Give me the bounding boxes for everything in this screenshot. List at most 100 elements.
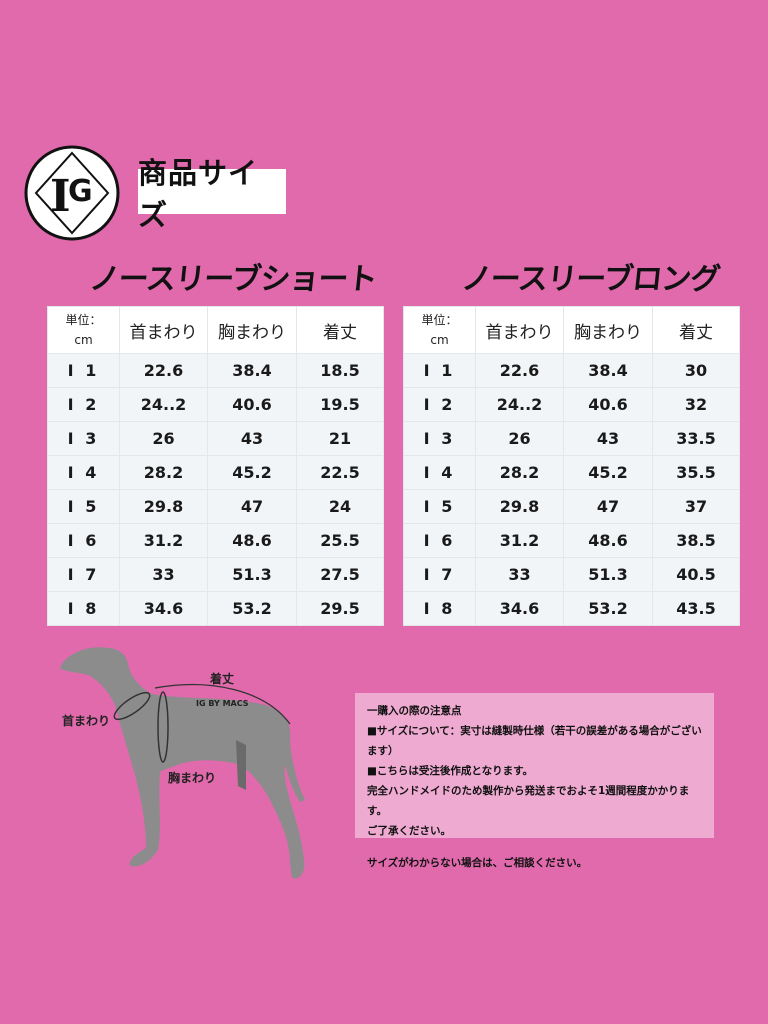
- column-header: 着丈: [652, 306, 740, 354]
- table-row: I 4 28.2 45.2 35.5: [403, 455, 740, 490]
- value-cell: 29.8: [119, 489, 208, 524]
- unit-header: 単位： cm: [403, 306, 476, 354]
- unit-label: 単位：: [421, 313, 458, 327]
- table-row: I 6 31.2 48.6 25.5: [47, 523, 384, 558]
- length-label: 着丈: [210, 672, 235, 686]
- column-header: 首まわり: [119, 306, 208, 354]
- svg-text:I: I: [50, 171, 71, 222]
- value-cell: 24..2: [475, 387, 564, 422]
- value-cell: 32: [652, 387, 740, 422]
- unit-label: 単位：: [65, 313, 102, 327]
- size-cell: I 2: [403, 387, 476, 422]
- value-cell: 31.2: [119, 523, 208, 558]
- value-cell: 22.5: [296, 455, 384, 490]
- svg-text:G: G: [68, 174, 93, 209]
- dog-silhouette: [60, 647, 305, 879]
- value-cell: 43: [563, 421, 653, 456]
- table-row: I 5 29.8 47 24: [47, 489, 384, 524]
- notice-line: 完全ハンドメイドのため製作から発送までおよそ1週間程度かかります。: [367, 785, 690, 817]
- unit-header: 単位： cm: [47, 306, 120, 354]
- value-cell: 47: [563, 489, 653, 524]
- purchase-notice: 一購入の際の注意点 ■サイズについて：実寸は縫製時仕様（若干の誤差がある場合がござ…: [355, 693, 714, 869]
- size-cell: I 7: [47, 557, 120, 592]
- notice-line: サイズがわからない場合は、ご相談ください。: [367, 857, 588, 869]
- size-table-long: 単位： cm 首まわり 胸まわり 着丈 I 1 22.6 38.4 30 I 2 24..2 40.6…: [403, 306, 740, 626]
- column-header: 胸まわり: [563, 306, 653, 354]
- value-cell: 43.5: [652, 591, 740, 626]
- chest-label: 胸まわり: [168, 771, 217, 785]
- value-cell: 28.2: [475, 455, 564, 490]
- value-cell: 33.5: [652, 421, 740, 456]
- notice-line: ■サイズについて：実寸は縫製時仕様（若干の誤差がある場合がございます）: [367, 725, 702, 757]
- value-cell: 33: [119, 557, 208, 592]
- size-table-short: 単位： cm 首まわり 胸まわり 着丈 I 1 22.6 38.4 18.5 I 2 24..2 40…: [47, 306, 384, 626]
- table-row: I 2 24..2 40.6 19.5: [47, 387, 384, 422]
- value-cell: 22.6: [119, 353, 208, 388]
- value-cell: 29.8: [475, 489, 564, 524]
- value-cell: 51.3: [563, 557, 653, 592]
- table-row: I 3 26 43 33.5: [403, 421, 740, 456]
- size-cell: I 6: [47, 523, 120, 558]
- value-cell: 19.5: [296, 387, 384, 422]
- header-row: 単位： cm 首まわり 胸まわり 着丈: [47, 306, 384, 354]
- table-row: I 1 22.6 38.4 18.5: [47, 353, 384, 388]
- table-row: I 3 26 43 21: [47, 421, 384, 456]
- table-row: I 5 29.8 47 37: [403, 489, 740, 524]
- table-row: I 2 24..2 40.6 32: [403, 387, 740, 422]
- value-cell: 35.5: [652, 455, 740, 490]
- size-cell: I 7: [403, 557, 476, 592]
- size-cell: I 3: [403, 421, 476, 456]
- value-cell: 48.6: [207, 523, 297, 558]
- table-row: I 8 34.6 53.2 29.5: [47, 591, 384, 626]
- column-header: 胸まわり: [207, 306, 297, 354]
- value-cell: 45.2: [563, 455, 653, 490]
- value-cell: 26: [475, 421, 564, 456]
- value-cell: 38.4: [563, 353, 653, 388]
- value-cell: 24..2: [119, 387, 208, 422]
- value-cell: 51.3: [207, 557, 297, 592]
- value-cell: 27.5: [296, 557, 384, 592]
- size-cell: I 4: [47, 455, 120, 490]
- value-cell: 30: [652, 353, 740, 388]
- value-cell: 38.5: [652, 523, 740, 558]
- value-cell: 53.2: [207, 591, 297, 626]
- notice-line: 一購入の際の注意点: [367, 705, 462, 717]
- value-cell: 29.5: [296, 591, 384, 626]
- value-cell: 31.2: [475, 523, 564, 558]
- notice-line: [367, 841, 702, 853]
- value-cell: 22.6: [475, 353, 564, 388]
- dog-diagram: IG BY MACS: [60, 647, 305, 879]
- unit-value: cm: [74, 333, 93, 347]
- value-cell: 40.6: [563, 387, 653, 422]
- value-cell: 24: [296, 489, 384, 524]
- notice-line: ■こちらは受注後作成となります。: [367, 765, 534, 777]
- size-cell: I 8: [47, 591, 120, 626]
- table-row: I 1 22.6 38.4 30: [403, 353, 740, 388]
- table-row: I 7 33 51.3 40.5: [403, 557, 740, 592]
- value-cell: 40.5: [652, 557, 740, 592]
- value-cell: 38.4: [207, 353, 297, 388]
- table-row: I 8 34.6 53.2 43.5: [403, 591, 740, 626]
- value-cell: 33: [475, 557, 564, 592]
- value-cell: 18.5: [296, 353, 384, 388]
- value-cell: 48.6: [563, 523, 653, 558]
- value-cell: 28.2: [119, 455, 208, 490]
- size-cell: I 1: [47, 353, 120, 388]
- value-cell: 26: [119, 421, 208, 456]
- value-cell: 34.6: [475, 591, 564, 626]
- unit-value: cm: [430, 333, 449, 347]
- table-row: I 7 33 51.3 27.5: [47, 557, 384, 592]
- table-title-long: ノースリーブロング: [459, 262, 722, 297]
- table-row: I 6 31.2 48.6 38.5: [403, 523, 740, 558]
- size-cell: I 5: [47, 489, 120, 524]
- notice-line: ご了承ください。: [367, 825, 451, 837]
- neck-label: 首まわり: [62, 714, 111, 728]
- value-cell: 37: [652, 489, 740, 524]
- size-cell: I 4: [403, 455, 476, 490]
- value-cell: 47: [207, 489, 297, 524]
- size-cell: I 1: [403, 353, 476, 388]
- column-header: 首まわり: [475, 306, 564, 354]
- table-row: I 4 28.2 45.2 22.5: [47, 455, 384, 490]
- size-cell: I 8: [403, 591, 476, 626]
- value-cell: 40.6: [207, 387, 297, 422]
